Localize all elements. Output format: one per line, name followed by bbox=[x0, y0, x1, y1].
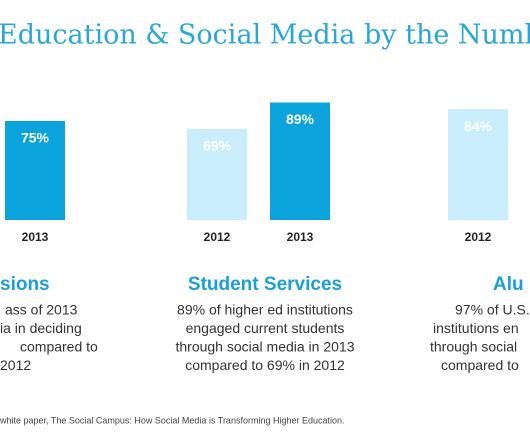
description-line: ia in deciding bbox=[0, 320, 82, 336]
description-line: through social bbox=[430, 339, 517, 355]
category-label: 2013 bbox=[22, 230, 49, 244]
description-line: through social media in 2013 bbox=[175, 339, 354, 355]
page-title: Education & Social Media by the Numb bbox=[0, 20, 530, 51]
bar bbox=[448, 109, 508, 220]
section-heading: Student Services bbox=[188, 274, 342, 295]
description-line: ass of 2013 bbox=[5, 302, 78, 318]
bar bbox=[5, 121, 65, 220]
bar bbox=[187, 128, 247, 220]
bar bbox=[270, 102, 330, 220]
description-line: compared to 69% in 2012 bbox=[185, 357, 345, 373]
value-label: 89% bbox=[286, 111, 315, 127]
description-line: institutions en bbox=[433, 320, 519, 336]
description-line: 97% of U.S. bbox=[455, 302, 530, 318]
value-label: 75% bbox=[21, 130, 50, 146]
description-line: compared to bbox=[20, 339, 98, 355]
section-heading: Alu bbox=[493, 274, 524, 295]
value-label: 69% bbox=[203, 138, 232, 154]
source-note: white paper, The Social Campus: How Soci… bbox=[0, 415, 345, 425]
section-heading: sions bbox=[0, 274, 50, 295]
description-line: engaged current students bbox=[186, 320, 345, 336]
category-label: 2012 bbox=[204, 230, 231, 244]
description-line: 2012 bbox=[0, 357, 31, 373]
description-line: compared to bbox=[441, 357, 519, 373]
category-label: 2012 bbox=[465, 230, 492, 244]
description-line: 89% of higher ed institutions bbox=[177, 302, 353, 318]
value-label: 84% bbox=[464, 118, 493, 134]
category-label: 2013 bbox=[287, 230, 314, 244]
